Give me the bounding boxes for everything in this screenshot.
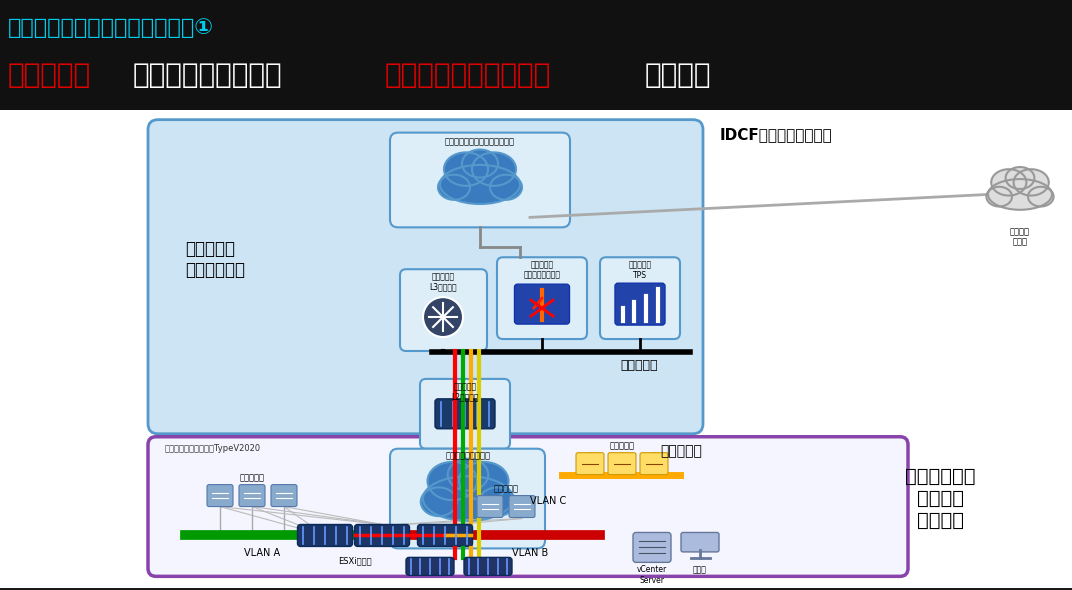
FancyBboxPatch shape xyxy=(608,453,636,474)
Text: マネージド
TPS: マネージド TPS xyxy=(628,260,652,280)
FancyBboxPatch shape xyxy=(400,269,487,351)
Text: 物理機器群: 物理機器群 xyxy=(620,359,657,372)
Circle shape xyxy=(423,297,463,337)
Text: 仮想マシン: 仮想マシン xyxy=(610,442,635,451)
Text: 物理＋仮想: 物理＋仮想 xyxy=(8,61,91,88)
Text: ESXiホスト: ESXiホスト xyxy=(338,556,372,565)
Ellipse shape xyxy=(440,165,520,204)
FancyBboxPatch shape xyxy=(435,399,495,429)
FancyBboxPatch shape xyxy=(615,283,665,325)
Ellipse shape xyxy=(420,487,457,516)
Ellipse shape xyxy=(1028,187,1054,206)
Text: 仮想マシン: 仮想マシン xyxy=(493,484,519,494)
FancyBboxPatch shape xyxy=(390,133,570,227)
Text: プライベートクラウドTypeV2020: プライベートクラウドTypeV2020 xyxy=(165,444,262,453)
Ellipse shape xyxy=(472,152,516,186)
Ellipse shape xyxy=(423,476,513,521)
Ellipse shape xyxy=(490,175,522,200)
FancyBboxPatch shape xyxy=(576,453,604,474)
Ellipse shape xyxy=(448,458,488,491)
Ellipse shape xyxy=(444,152,488,186)
Text: 監視台: 監視台 xyxy=(694,565,706,575)
Bar xyxy=(0,110,1072,588)
Text: VLAN A: VLAN A xyxy=(244,549,280,558)
Ellipse shape xyxy=(438,175,470,200)
FancyBboxPatch shape xyxy=(640,453,668,474)
Text: IDCFクラウドサービス: IDCFクラウドサービス xyxy=(720,127,833,142)
Text: プライベート
クラウド
サービス: プライベート クラウド サービス xyxy=(905,467,976,530)
Ellipse shape xyxy=(462,150,498,178)
Ellipse shape xyxy=(1006,167,1034,189)
FancyBboxPatch shape xyxy=(298,525,353,546)
Text: クラウドネットワークコネクト: クラウドネットワークコネクト xyxy=(445,137,515,146)
Text: システムインテグレーション例①: システムインテグレーション例① xyxy=(8,18,214,38)
FancyBboxPatch shape xyxy=(271,484,297,507)
FancyBboxPatch shape xyxy=(148,437,908,576)
Text: インター
ネット: インター ネット xyxy=(1010,227,1030,247)
FancyBboxPatch shape xyxy=(509,496,535,517)
FancyBboxPatch shape xyxy=(515,284,569,324)
Ellipse shape xyxy=(988,179,1052,210)
Ellipse shape xyxy=(992,169,1026,195)
Text: vCenter
Server: vCenter Server xyxy=(637,565,667,585)
FancyBboxPatch shape xyxy=(497,257,587,339)
FancyBboxPatch shape xyxy=(390,449,545,549)
Text: マネージド
ファイアウォール: マネージド ファイアウォール xyxy=(523,260,561,280)
Text: マネージド
ネットワーク: マネージド ネットワーク xyxy=(185,240,245,278)
FancyBboxPatch shape xyxy=(148,120,703,434)
FancyBboxPatch shape xyxy=(464,558,512,575)
FancyBboxPatch shape xyxy=(477,496,503,517)
Text: ハイブリッド構成: ハイブリッド構成 xyxy=(133,61,283,88)
Ellipse shape xyxy=(428,462,477,500)
Text: マネージド
L2スイッチ: マネージド L2スイッチ xyxy=(451,382,479,401)
FancyBboxPatch shape xyxy=(420,379,510,449)
Text: VLAN C: VLAN C xyxy=(530,496,566,506)
FancyBboxPatch shape xyxy=(355,525,410,546)
FancyBboxPatch shape xyxy=(632,532,671,562)
Text: 仮想マシン: 仮想マシン xyxy=(239,474,265,483)
FancyBboxPatch shape xyxy=(681,532,719,552)
FancyBboxPatch shape xyxy=(239,484,265,507)
Text: クラウドサービスのみ: クラウドサービスのみ xyxy=(385,61,551,88)
Text: VLAN B: VLAN B xyxy=(511,549,548,558)
Text: の組合せ: の組合せ xyxy=(645,61,712,88)
Text: 仮想化基盤: 仮想化基盤 xyxy=(660,444,702,458)
Ellipse shape xyxy=(459,462,508,500)
FancyBboxPatch shape xyxy=(406,558,455,575)
Ellipse shape xyxy=(986,187,1012,206)
FancyBboxPatch shape xyxy=(207,484,233,507)
Bar xyxy=(0,0,1072,110)
Ellipse shape xyxy=(479,487,516,516)
FancyBboxPatch shape xyxy=(417,525,473,546)
Text: バーチャルブリッジ: バーチャルブリッジ xyxy=(446,452,491,461)
FancyBboxPatch shape xyxy=(600,257,680,339)
Text: マネージド
L3スイッチ: マネージド L3スイッチ xyxy=(429,272,457,291)
Ellipse shape xyxy=(1014,169,1048,195)
